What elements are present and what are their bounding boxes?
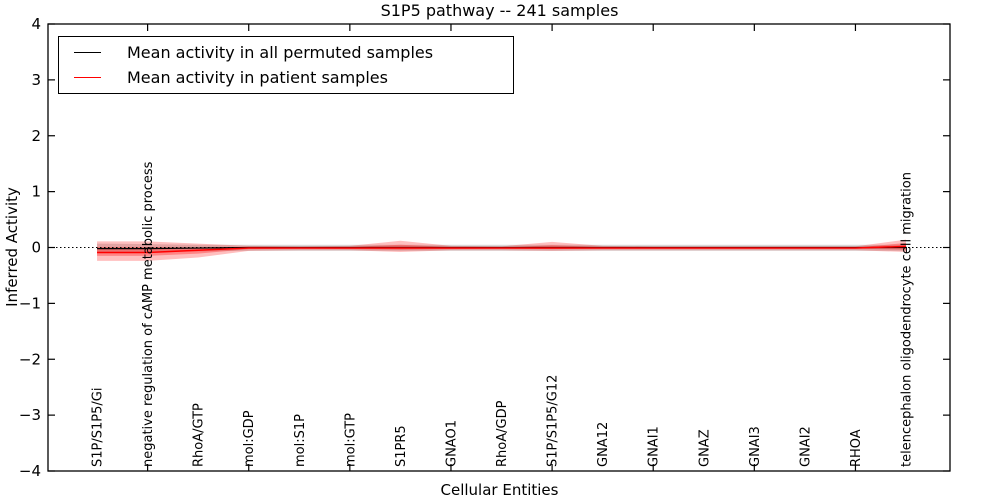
series-1-line <box>97 245 907 254</box>
category-label: GNAI1 <box>647 426 662 467</box>
series-1-band-0 <box>97 239 907 261</box>
category-label: GNAZ <box>697 429 712 467</box>
category-label: S1P/S1P5/G12 <box>546 375 561 467</box>
legend-label: Mean activity in patient samples <box>127 68 388 87</box>
legend-line-sample-red <box>74 77 101 78</box>
legend-label: Mean activity in all permuted samples <box>127 43 434 62</box>
y-tick-label: 3 <box>31 71 41 89</box>
y-tick-label: −2 <box>19 350 41 368</box>
category-label: RhoA/GTP <box>192 403 207 467</box>
y-axis-label: Inferred Activity <box>3 187 21 307</box>
category-label: GNAI2 <box>798 426 813 467</box>
category-label: RHOA <box>849 429 864 467</box>
legend-line-sample-black <box>74 52 101 53</box>
category-label: GNAI3 <box>748 426 763 467</box>
y-tick-label: 4 <box>31 15 41 33</box>
legend-entry-permuted: Mean activity in all permuted samples <box>59 40 513 65</box>
y-tick-label: −4 <box>19 462 41 480</box>
category-label: negative regulation of cAMP metabolic pr… <box>141 161 156 467</box>
category-label: telencephalon oligodendrocyte cell migra… <box>900 172 915 467</box>
category-label: GNAO1 <box>444 420 459 467</box>
category-label: S1PR5 <box>394 425 409 467</box>
x-axis-label: Cellular Entities <box>440 481 559 499</box>
y-tick-label: −3 <box>19 406 41 424</box>
y-tick-label: 0 <box>31 239 41 257</box>
category-label: S1P/S1P5/Gi <box>91 388 106 467</box>
legend: Mean activity in all permuted samples Me… <box>58 36 514 94</box>
y-tick-label: 1 <box>31 183 41 201</box>
category-label: RhoA/GDP <box>495 400 510 467</box>
y-tick-label: −1 <box>19 294 41 312</box>
category-label: mol:S1P <box>293 414 308 467</box>
category-label: mol:GTP <box>343 413 358 467</box>
y-tick-label: 2 <box>31 127 41 145</box>
legend-entry-patient: Mean activity in patient samples <box>59 65 513 90</box>
chart-title: S1P5 pathway -- 241 samples <box>380 1 619 20</box>
category-label: mol:GDP <box>242 410 257 467</box>
category-label: GNA12 <box>596 422 611 467</box>
